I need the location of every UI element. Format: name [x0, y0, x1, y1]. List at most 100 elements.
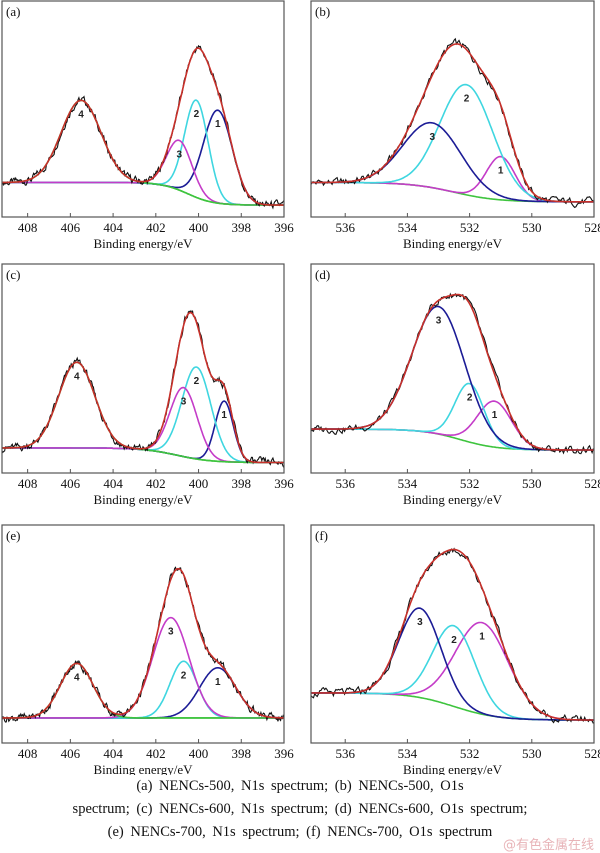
panel-label: (f) — [315, 528, 328, 543]
x-axis-label: Binding energy/eV — [403, 236, 503, 251]
experimental-data-line — [2, 566, 284, 723]
panel-label: (a) — [6, 4, 20, 19]
plot-frame — [310, 263, 595, 474]
x-tick-label: 396 — [274, 220, 294, 235]
x-tick-label: 398 — [232, 476, 252, 491]
x-tick-label: 532 — [460, 220, 480, 235]
fitted-envelope-line — [311, 43, 594, 203]
x-tick-label: 402 — [146, 476, 166, 491]
panel-b: 1 2 3 536 534 532 530 528 Binding energy/eV (b) — [310, 0, 600, 251]
x-tick-label: 532 — [460, 476, 480, 491]
x-tick-label: 530 — [522, 220, 542, 235]
x-tick-label: 408 — [18, 476, 38, 491]
x-tick-label: 534 — [398, 746, 418, 761]
peak-label-2: 2 — [464, 94, 470, 105]
plot-frame — [310, 0, 595, 218]
peak-label-2: 2 — [194, 109, 200, 120]
component-peak-2 — [311, 83, 594, 203]
peak-label-3: 3 — [168, 627, 174, 638]
peak-label-1: 1 — [221, 410, 227, 421]
caption-line-2: spectrum; (c) NENCs-600, N1s spectrum; (… — [72, 801, 528, 817]
peak-label-3: 3 — [430, 132, 436, 143]
peak-label-2: 2 — [194, 376, 200, 387]
component-peak-4 — [2, 99, 284, 206]
x-tick-label: 534 — [398, 476, 418, 491]
plot-frame — [1, 0, 285, 218]
component-peak-3 — [311, 121, 594, 203]
peak-label-2: 2 — [467, 393, 473, 404]
panel-label: (d) — [315, 267, 330, 282]
x-tick-label: 402 — [146, 220, 166, 235]
x-tick-label: 404 — [103, 220, 123, 235]
peak-label-1: 1 — [492, 410, 498, 421]
experimental-data-line — [311, 547, 594, 724]
panel-e: 1 2 3 4 408 406 404 402 400 398 396 Binding energy/… — [1, 524, 294, 775]
peak-label-4: 4 — [78, 109, 84, 120]
x-tick-label: 532 — [460, 746, 480, 761]
experimental-data-line — [311, 292, 594, 455]
x-tick-label: 398 — [232, 746, 252, 761]
x-tick-label: 408 — [18, 220, 38, 235]
x-tick-label: 400 — [189, 220, 209, 235]
watermark: @有色金属在线 — [502, 838, 594, 853]
peak-label-1: 1 — [479, 632, 485, 643]
plot-frame — [310, 524, 595, 744]
experimental-data-line — [311, 37, 594, 209]
panel-label: (e) — [6, 528, 20, 543]
peak-label-2: 2 — [451, 635, 457, 646]
x-tick-label: 536 — [335, 220, 355, 235]
caption-line-1: (a) NENCs-500, N1s spectrum; (b) NENCs-5… — [136, 778, 464, 794]
x-tick-label: 528 — [584, 746, 600, 761]
x-axis-label: Binding energy/eV — [93, 492, 193, 507]
x-tick-label: 536 — [335, 476, 355, 491]
panel-c: 1 23 4 408 406 404 402 400 398 396 Binding energy/… — [1, 263, 294, 507]
panel-label: (b) — [315, 4, 330, 19]
background-line — [311, 428, 594, 451]
x-tick-label: 534 — [398, 220, 418, 235]
x-tick-label: 404 — [103, 746, 123, 761]
fitted-envelope-line — [2, 311, 284, 464]
peak-label-3: 3 — [436, 316, 442, 327]
x-tick-label: 402 — [146, 746, 166, 761]
component-peak-3 — [2, 616, 284, 719]
x-axis-label: Binding energy/eV — [403, 492, 503, 507]
fitted-envelope-line — [311, 293, 594, 451]
peak-label-4: 4 — [74, 371, 80, 382]
x-tick-label: 396 — [274, 746, 294, 761]
x-tick-label: 404 — [103, 476, 123, 491]
peak-label-2: 2 — [181, 670, 187, 681]
caption-line-3: (e) NENCs-700, N1s spectrum; (f) NENCs-7… — [107, 824, 493, 840]
panel-d: 1 2 3 536 534 532 530 528 Binding energy/eV (d) — [310, 263, 600, 507]
x-tick-label: 408 — [18, 746, 38, 761]
peak-label-4: 4 — [74, 672, 80, 683]
x-tick-label: 528 — [584, 220, 600, 235]
x-tick-label: 530 — [522, 746, 542, 761]
x-tick-label: 528 — [584, 476, 600, 491]
x-axis-label: Binding energy/eV — [93, 236, 193, 251]
x-tick-label: 400 — [189, 476, 209, 491]
fitted-envelope-line — [2, 567, 284, 719]
x-tick-label: 530 — [522, 476, 542, 491]
fitted-envelope-line — [311, 548, 594, 721]
x-axis-label: Binding energy/eV — [403, 762, 503, 775]
peak-label-1: 1 — [215, 677, 221, 688]
component-peak-2 — [2, 99, 284, 206]
experimental-data-line — [2, 309, 284, 468]
peak-label-1: 1 — [498, 166, 504, 177]
x-axis-label: Binding energy/eV — [93, 762, 193, 775]
x-tick-label: 398 — [232, 220, 252, 235]
peak-label-3: 3 — [417, 617, 423, 628]
panel-f: 1 2 3 536 534 532 530 528 Binding energy/eV (f) — [310, 524, 600, 775]
peak-label-3: 3 — [181, 397, 187, 408]
peak-label-3: 3 — [177, 149, 183, 160]
x-tick-label: 406 — [61, 476, 81, 491]
plot-frame — [1, 524, 285, 744]
x-tick-label: 396 — [274, 476, 294, 491]
x-tick-label: 406 — [61, 746, 81, 761]
x-tick-label: 536 — [335, 746, 355, 761]
panel-a: 1 2 3 4 408 406 404 402 400 398 396 Binding energy/… — [1, 0, 294, 251]
fitted-envelope-line — [2, 47, 284, 206]
x-tick-label: 406 — [61, 220, 81, 235]
x-tick-label: 400 — [189, 746, 209, 761]
